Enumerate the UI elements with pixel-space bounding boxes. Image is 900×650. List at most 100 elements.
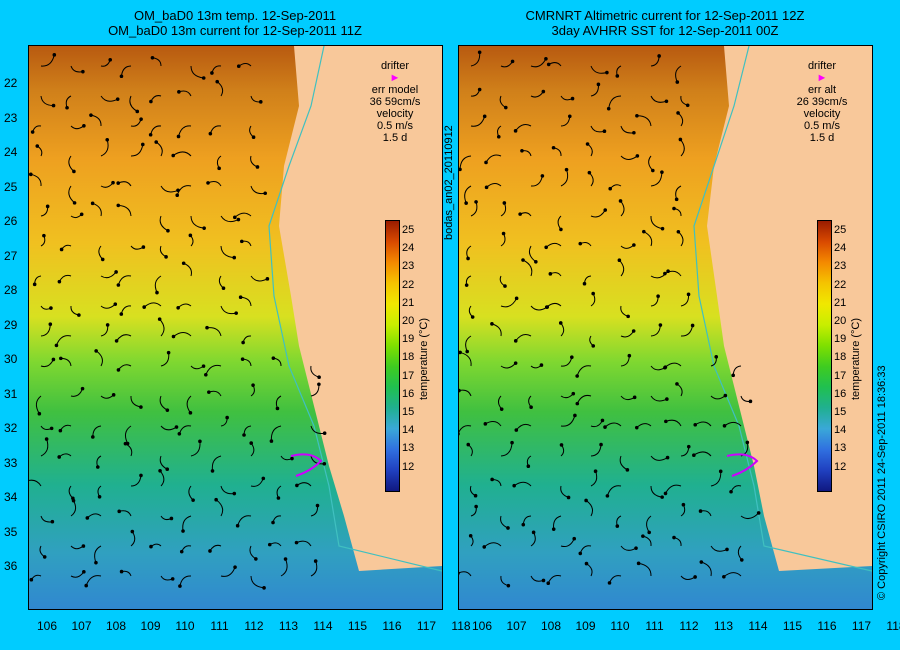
current-vector-head	[82, 124, 86, 128]
current-vector	[182, 515, 192, 532]
current-vector-head	[174, 425, 179, 429]
current-vector-head	[686, 444, 691, 449]
current-vector-head	[615, 74, 620, 78]
current-vector-head	[294, 540, 299, 545]
current-vector-head	[157, 317, 162, 321]
current-vector	[693, 451, 712, 457]
current-vector-head	[181, 261, 186, 266]
current-vector-head	[748, 399, 753, 404]
longitude-label: 106	[36, 619, 58, 633]
longitude-label: 108	[540, 619, 562, 633]
colorbar-tick-label: 15	[402, 406, 415, 418]
current-vector	[608, 95, 622, 109]
current-vector	[68, 185, 75, 204]
current-vector-head	[261, 476, 266, 481]
current-vector-head	[80, 386, 85, 391]
current-vector-head	[267, 542, 272, 547]
current-vector	[515, 124, 532, 132]
current-vector	[124, 425, 132, 444]
current-vector-head	[135, 109, 140, 114]
current-vector-head	[113, 302, 118, 306]
current-vector-head	[30, 130, 35, 134]
current-vector-head	[235, 523, 240, 528]
current-vector-head	[465, 349, 469, 354]
current-vector	[100, 139, 109, 157]
latitude-label: 22	[4, 76, 18, 90]
current-vector-head	[207, 390, 211, 394]
current-vector-head	[177, 431, 182, 436]
current-vector	[604, 422, 622, 428]
drifter-label: drifter	[380, 60, 410, 72]
current-vector-head	[165, 408, 170, 412]
current-vector-head	[85, 516, 90, 520]
longitude-label: 118	[451, 619, 471, 633]
current-vector-head	[477, 87, 482, 92]
latitude-label: 30	[4, 352, 18, 366]
current-vector	[485, 154, 502, 163]
colorbar-tick-label: 20	[402, 315, 415, 327]
velocity-label: velocity	[376, 108, 414, 120]
current-vector-head	[139, 117, 143, 121]
current-vector-head	[214, 497, 218, 502]
latitude-label: 27	[4, 248, 18, 263]
current-vector-head	[271, 520, 275, 525]
current-vector-head	[663, 491, 668, 496]
current-vector-head	[49, 306, 53, 310]
current-vector-head	[685, 103, 690, 108]
current-vector-head	[210, 71, 214, 75]
current-vector-head	[605, 494, 610, 498]
current-vector-head	[675, 382, 679, 386]
current-vector-head	[119, 74, 124, 79]
current-vector-head	[632, 243, 636, 247]
current-vector-head	[632, 395, 637, 400]
shelf-contour-right	[693, 46, 872, 572]
colorbar-tick-label: 13	[402, 442, 415, 455]
current-vector-head	[459, 388, 461, 393]
longitude-label: 112	[244, 619, 264, 633]
colorbar-tick-label: 24	[402, 242, 415, 255]
current-vector-head	[570, 355, 574, 360]
current-vector-head	[510, 59, 515, 64]
longitude-label: 107	[71, 619, 92, 633]
current-vector	[560, 415, 576, 427]
current-vector	[606, 485, 622, 497]
colorbar-tick-label: 16	[402, 387, 415, 400]
current-vector-head	[150, 55, 155, 60]
current-vector-head	[539, 363, 544, 367]
side-label: bodas_an02_20110912	[443, 125, 455, 240]
current-vector-head	[675, 80, 680, 84]
current-vector-head	[490, 477, 494, 482]
current-vector-head	[130, 529, 135, 534]
current-vector-head	[177, 90, 181, 94]
current-vector	[40, 54, 55, 67]
latitude-label: 26	[4, 214, 18, 228]
current-vector-head	[198, 439, 202, 444]
velocity-value-right: 0.5 m/s	[803, 120, 841, 132]
current-vector-head	[241, 340, 245, 345]
current-vector-head	[572, 536, 577, 541]
current-vector-head	[678, 137, 683, 142]
current-vector-head	[276, 496, 281, 500]
current-vector-head	[606, 106, 611, 111]
current-vector	[220, 215, 239, 223]
current-vector	[665, 419, 682, 427]
current-vector	[100, 95, 118, 102]
current-vector-head	[529, 405, 533, 410]
longitude-label: 109	[575, 619, 596, 633]
current-vector-head	[504, 105, 508, 110]
right-map-panel	[458, 45, 873, 610]
longitude-label: 112	[679, 619, 699, 633]
current-vector-head	[571, 391, 576, 396]
current-vector-head	[599, 442, 603, 447]
current-vector-head	[317, 375, 321, 379]
current-vector-head	[139, 405, 143, 409]
current-vector-head	[596, 82, 601, 87]
current-vector	[250, 275, 268, 282]
colorbar-tick-label: 18	[402, 351, 415, 364]
current-vector-head	[236, 64, 241, 69]
current-vector	[723, 572, 742, 578]
longitude-label: 116	[817, 619, 837, 633]
current-vector-head	[681, 502, 686, 507]
current-vector-head	[217, 166, 221, 171]
current-vector	[172, 151, 192, 157]
